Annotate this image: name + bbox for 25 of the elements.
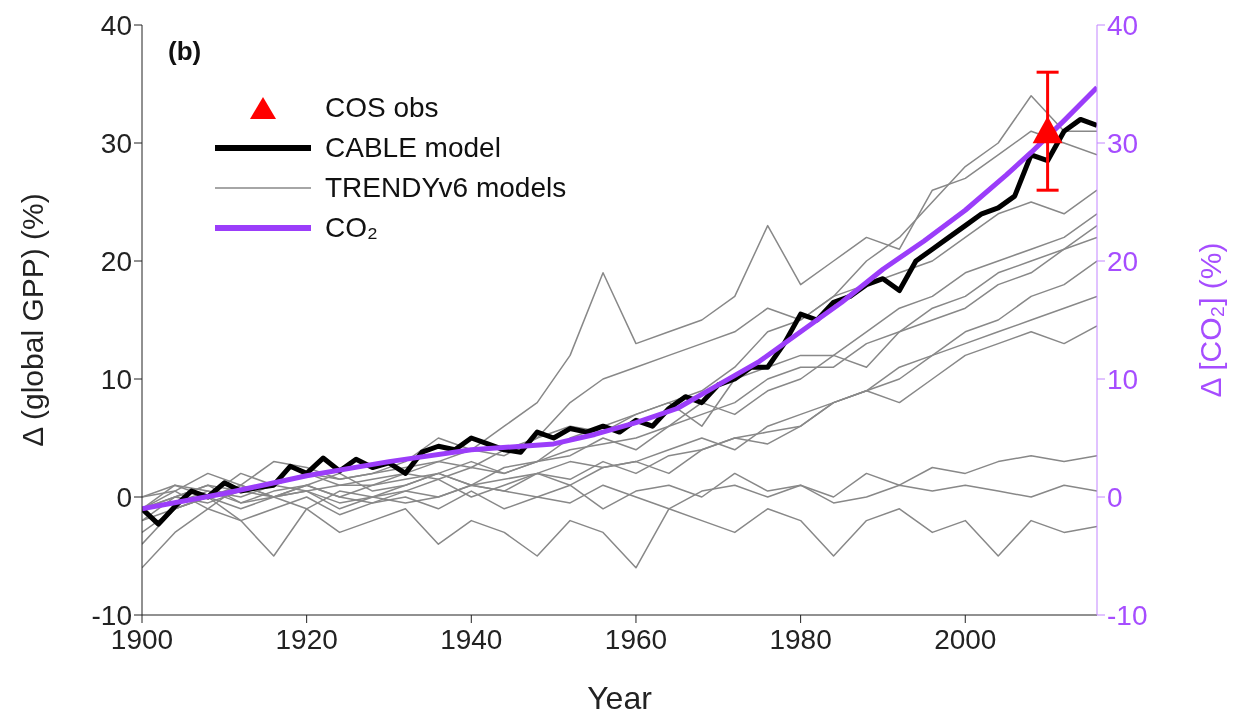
y2-tick-label: 0	[1107, 481, 1123, 513]
x-tick-label: 1920	[275, 623, 338, 655]
legend-label: COS obs	[325, 92, 439, 124]
legend-label: CO₂	[325, 212, 378, 244]
x-axis-title: Year	[587, 680, 653, 716]
y2-tick-label: 40	[1107, 9, 1139, 41]
y-tick-label: -10	[91, 599, 132, 631]
x-tick-label: 1940	[440, 623, 503, 655]
x-tick-label: 2000	[934, 623, 997, 655]
y-tick-label: 20	[100, 245, 132, 277]
y-tick-label: 40	[100, 9, 132, 41]
y2-tick-label: 30	[1107, 127, 1139, 159]
y2-tick-label: -10	[1107, 599, 1148, 631]
legend-label: CABLE model	[325, 132, 501, 164]
y2-tick-label: 20	[1107, 245, 1139, 277]
y-axis-title: Δ (global GPP) (%)	[15, 193, 49, 447]
y2-axis-title: Δ [CO₂] (%)	[1193, 242, 1227, 398]
legend-label: TRENDYv6 models	[325, 172, 567, 204]
y-tick-label: 30	[100, 127, 132, 159]
y-tick-label: 10	[100, 363, 132, 395]
annotation: (b)	[168, 36, 202, 67]
x-tick-label: 1960	[604, 623, 668, 655]
y2-tick-label: 10	[1107, 363, 1139, 395]
y-tick-label: 0	[116, 481, 132, 513]
x-tick-label: 1980	[769, 623, 832, 655]
